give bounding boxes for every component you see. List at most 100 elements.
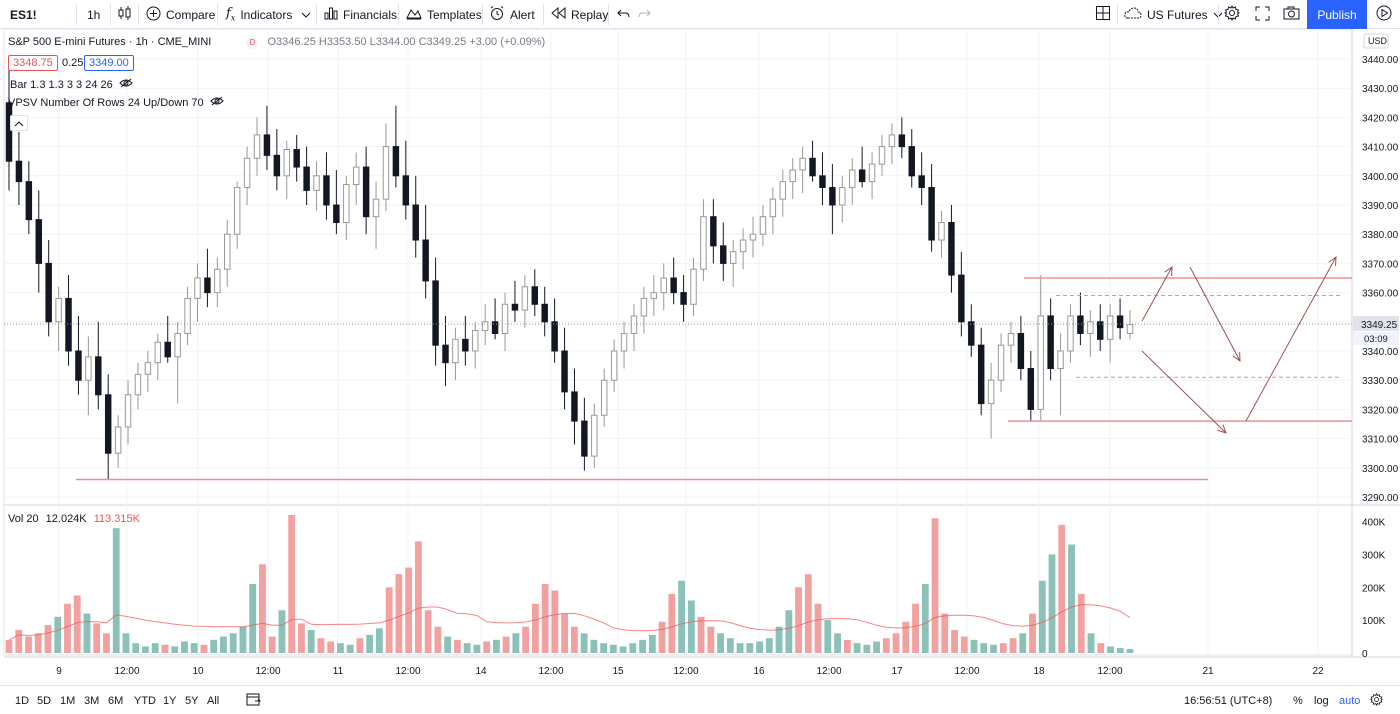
candle-body xyxy=(501,303,509,334)
bar-chart-icon xyxy=(324,6,338,23)
drawings xyxy=(4,255,1352,481)
last-price-tag xyxy=(1353,315,1399,331)
candle-body xyxy=(849,169,856,188)
bid-price-badge[interactable]: 3348.75 xyxy=(8,55,58,71)
range-button-ytd[interactable]: YTD xyxy=(134,694,156,707)
projection-arrow xyxy=(1189,266,1241,362)
time-tick-label: 18 xyxy=(1033,666,1045,677)
time-tick-label: 12:00 xyxy=(954,666,979,677)
volume-bar xyxy=(707,626,715,653)
candle-body xyxy=(104,394,112,454)
eye-hidden-icon[interactable] xyxy=(209,96,224,109)
candle-body xyxy=(1087,321,1094,334)
candle-body xyxy=(541,303,548,323)
volume-bar xyxy=(142,646,149,653)
undo-button[interactable] xyxy=(617,0,630,29)
candle-body xyxy=(858,169,866,183)
play-button[interactable] xyxy=(1376,0,1392,29)
volume-bar xyxy=(73,595,81,653)
exchange-selector[interactable]: US Futures xyxy=(1124,0,1223,29)
volume-tick-label: 0 xyxy=(1362,649,1368,660)
candle-body xyxy=(680,292,687,305)
replay-label: Replay xyxy=(571,7,609,22)
range-button-1m[interactable]: 1M xyxy=(60,694,76,707)
range-button-1d[interactable]: 1D xyxy=(15,694,30,707)
log-toggle[interactable]: log xyxy=(1314,686,1329,714)
templates-button[interactable]: Templates xyxy=(406,0,482,29)
volume-bar xyxy=(824,620,832,653)
replay-button[interactable]: Replay xyxy=(551,0,608,29)
candle-body xyxy=(1077,315,1084,334)
candle-body xyxy=(630,315,638,334)
range-button-6m[interactable]: 6M xyxy=(108,694,124,707)
volume-bar xyxy=(54,616,62,653)
auto-toggle[interactable]: auto xyxy=(1339,686,1360,714)
publish-button[interactable]: Publish xyxy=(1307,0,1367,29)
exchange-label: US Futures xyxy=(1147,7,1208,22)
volume-bar xyxy=(990,644,997,653)
candle-body xyxy=(174,332,181,358)
snapshot-button[interactable] xyxy=(1283,0,1300,29)
series-title[interactable]: S&P 500 E-mini Futures · 1h · CME_MINI xyxy=(8,36,212,48)
volume-bar xyxy=(863,644,871,653)
redo-button[interactable] xyxy=(638,0,651,29)
collapse-legend-button[interactable] xyxy=(10,115,28,131)
ask-price-badge[interactable]: 3349.00 xyxy=(84,55,134,71)
candle-body xyxy=(591,414,598,457)
volume-bar xyxy=(434,626,442,653)
candle-body xyxy=(432,280,439,346)
range-button-5y[interactable]: 5Y xyxy=(185,694,199,707)
volume-bar xyxy=(658,621,666,653)
range-button-1y[interactable]: 1Y xyxy=(163,694,177,707)
chart-settings-button[interactable] xyxy=(1370,686,1383,714)
candle-body xyxy=(928,186,935,241)
volume-bar xyxy=(1097,643,1105,653)
candle-body xyxy=(224,233,231,270)
layout-button[interactable] xyxy=(1095,0,1111,29)
alert-button[interactable]: Alert xyxy=(489,0,535,29)
volume-bar xyxy=(249,584,257,653)
volume-bar xyxy=(112,528,120,653)
interval-button[interactable]: 1h xyxy=(87,0,100,29)
candle-body xyxy=(531,286,539,305)
clock-display[interactable]: 16:56:51 (UTC+8) xyxy=(1184,686,1272,714)
eye-hidden-icon[interactable] xyxy=(119,78,133,91)
candle-body xyxy=(571,391,578,422)
indicators-dropdown[interactable] xyxy=(301,0,311,29)
compare-button[interactable]: Compare xyxy=(146,0,215,29)
volume-bar xyxy=(317,638,325,653)
volume-bar xyxy=(64,603,71,653)
volume-tick-label: 100K xyxy=(1362,616,1386,627)
price-tick-label: 3440.00 xyxy=(1362,55,1399,66)
volume-bar xyxy=(453,639,461,653)
volume-bar xyxy=(717,633,725,653)
chart-type-button[interactable] xyxy=(117,0,133,29)
volume-bar xyxy=(522,626,530,653)
volume-bar xyxy=(483,641,491,653)
range-button-5d[interactable]: 5D xyxy=(37,694,52,707)
candle-body xyxy=(1057,350,1064,370)
settings-button[interactable] xyxy=(1224,0,1240,29)
volume-label[interactable]: Vol 20 xyxy=(8,513,39,525)
volume-bar xyxy=(259,564,266,653)
percent-toggle[interactable]: % xyxy=(1293,686,1303,714)
chart-canvas[interactable]: 3440.00 3430.00 3420.00 3410.00 3400.00 3390.… xyxy=(0,29,1400,685)
volume-bar xyxy=(424,610,432,653)
indicators-button[interactable]: fx Indicators xyxy=(226,0,292,29)
alarm-clock-icon xyxy=(489,5,505,24)
range-button-all[interactable]: All xyxy=(207,694,220,707)
price-tick-label: 3310.00 xyxy=(1362,435,1399,446)
goto-date-button[interactable] xyxy=(246,686,262,714)
financials-label: Financials xyxy=(343,7,398,22)
candle-body xyxy=(204,277,211,294)
financials-button[interactable]: Financials xyxy=(324,0,397,29)
arrow-head xyxy=(1328,255,1337,267)
redo-icon xyxy=(638,8,651,22)
range-button-3m[interactable]: 3M xyxy=(84,694,100,707)
candle-body xyxy=(789,169,796,183)
time-tick-label: 12:00 xyxy=(114,666,139,677)
templates-label: Templates xyxy=(427,7,482,22)
symbol-search[interactable]: ES1! xyxy=(10,0,37,29)
volume-tick-label: 400K xyxy=(1362,518,1386,529)
fullscreen-button[interactable] xyxy=(1255,0,1270,29)
